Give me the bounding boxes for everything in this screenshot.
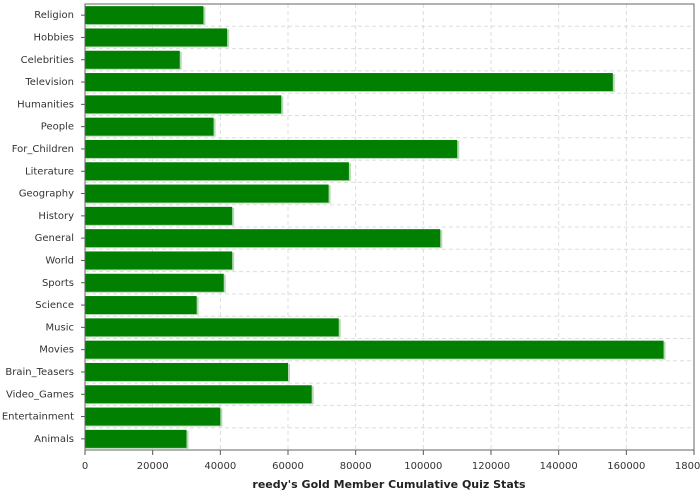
y-tick-label: Television xyxy=(24,77,74,88)
plot-frame xyxy=(84,3,695,451)
bar xyxy=(85,251,233,270)
y-tick-label: Hobbies xyxy=(34,32,74,43)
bar xyxy=(85,318,339,337)
x-tick-label: 100000 xyxy=(404,461,442,472)
y-tick-label: Movies xyxy=(39,345,74,356)
x-tick-label: 120000 xyxy=(472,461,510,472)
y-tick-label: Humanities xyxy=(17,99,74,110)
x-tick-label: 60000 xyxy=(272,461,304,472)
y-tick-label: For_Children xyxy=(12,144,74,155)
x-tick-label: 180000 xyxy=(675,461,700,472)
y-tick-label: Animals xyxy=(34,434,74,445)
bar xyxy=(85,273,224,292)
bar xyxy=(85,95,282,114)
y-tick-label: History xyxy=(38,211,74,222)
bar xyxy=(85,50,180,69)
x-tick-label: 80000 xyxy=(340,461,372,472)
bar xyxy=(85,362,288,381)
x-tick-label: 20000 xyxy=(137,461,169,472)
bar xyxy=(85,407,221,426)
bar xyxy=(85,6,204,25)
y-tick-label: Entertainment xyxy=(2,412,74,423)
x-tick-label: 0 xyxy=(82,461,88,472)
x-tick-label: 160000 xyxy=(607,461,645,472)
bar xyxy=(85,73,613,92)
y-tick-label: Video_Games xyxy=(6,389,74,400)
bar xyxy=(85,117,214,136)
bar xyxy=(85,184,329,203)
y-tick-label: Geography xyxy=(19,189,74,200)
y-tick-label: Literature xyxy=(25,166,74,177)
bar xyxy=(85,229,441,248)
x-tick-label: 40000 xyxy=(204,461,236,472)
chart-title: reedy's Gold Member Cumulative Quiz Stat… xyxy=(252,478,526,491)
y-tick-label: General xyxy=(35,233,74,244)
y-tick-label: World xyxy=(45,255,74,266)
bar xyxy=(85,206,233,225)
y-tick-label: Sports xyxy=(42,278,74,289)
y-tick-label: Science xyxy=(35,300,74,311)
bar xyxy=(85,139,458,158)
y-tick-label: People xyxy=(41,122,74,133)
bar xyxy=(85,340,664,359)
y-tick-label: Celebrities xyxy=(21,55,74,66)
y-tick-label: Brain_Teasers xyxy=(5,367,74,378)
bar xyxy=(85,28,228,47)
bar xyxy=(85,429,187,448)
bar xyxy=(85,385,312,404)
bar xyxy=(85,162,349,181)
bar xyxy=(85,296,197,315)
y-tick-label: Religion xyxy=(34,10,74,21)
y-tick-label: Music xyxy=(46,322,74,333)
x-tick-label: 140000 xyxy=(540,461,578,472)
